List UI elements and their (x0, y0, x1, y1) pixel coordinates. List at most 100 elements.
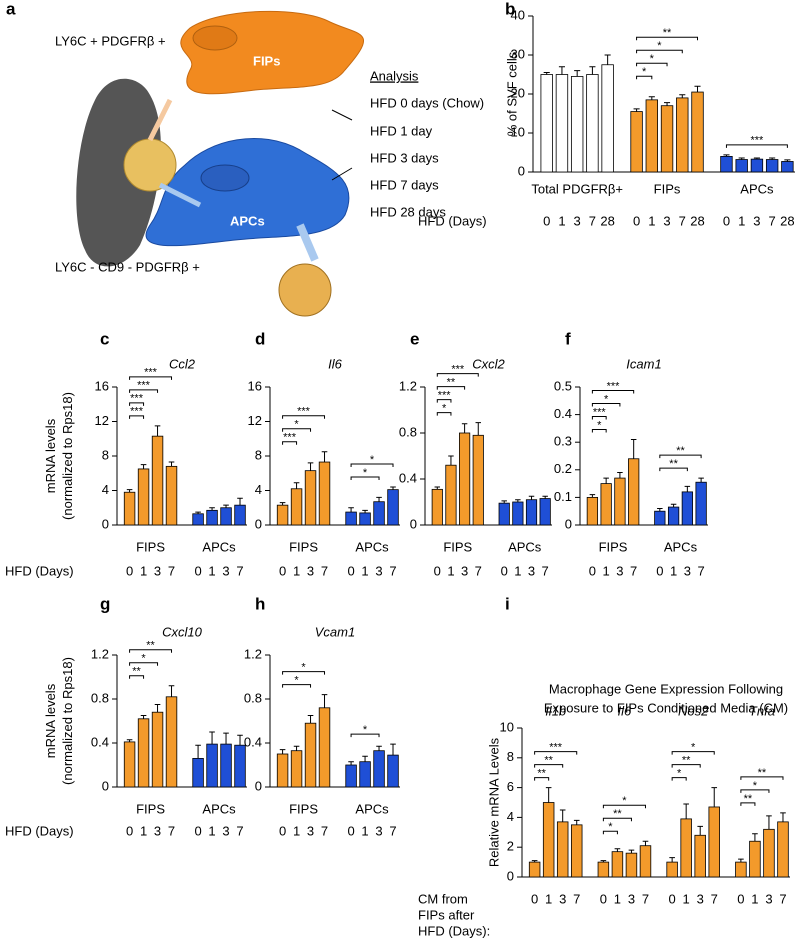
bar (695, 481, 707, 526)
bar (137, 718, 150, 788)
x-axis-label: FIPs after (418, 907, 475, 922)
bar (359, 761, 371, 788)
x-tick-label: 3 (528, 563, 535, 578)
bar (137, 468, 150, 526)
y-tick-label: 20 (511, 85, 525, 100)
significance-label: *** (283, 432, 297, 444)
error-bar (664, 102, 671, 106)
x-tick-label: 3 (765, 891, 772, 906)
diagram-label: LY6C + PDGFRβ + (55, 33, 166, 48)
bar (220, 507, 232, 526)
x-tick-label: 0 (737, 891, 744, 906)
x-tick-label: 7 (779, 891, 786, 906)
group-label: Total PDGFRβ+ (531, 181, 623, 196)
x-axis-label: HFD (Days): (418, 923, 490, 938)
significance-bracket (436, 386, 466, 390)
y-tick-label: 12 (95, 413, 109, 428)
bar (680, 818, 692, 878)
y-tick-label: 8 (507, 749, 514, 764)
error-bar (633, 108, 640, 112)
significance-bracket (534, 751, 578, 755)
significance-label: ** (663, 27, 672, 39)
significance-label: *** (297, 406, 311, 418)
chart-title: Ccl2 (169, 356, 196, 371)
error-bar (679, 94, 686, 98)
x-tick-label: 7 (321, 563, 328, 578)
y-tick-label: 0 (255, 778, 262, 793)
x-tick-label: 0 (589, 563, 596, 578)
error-bar (648, 96, 655, 100)
cell-label: APCs (230, 213, 265, 228)
error-bar (542, 495, 548, 499)
chart: g Cxcl10 mRNA levels (normalized to Rps18) H… (5, 594, 247, 838)
significance-label: * (608, 821, 613, 833)
error-bar (574, 70, 581, 77)
x-tick-label: 1 (293, 563, 300, 578)
x-tick-label: 0 (531, 891, 538, 906)
significance-bracket (282, 415, 326, 419)
y-tick-label: 0 (410, 516, 417, 531)
y-tick-label: 12 (248, 413, 262, 428)
x-tick-label: 7 (642, 891, 649, 906)
arrow (147, 98, 173, 142)
bar (220, 743, 232, 788)
error-bar (753, 157, 760, 160)
error-bar (209, 731, 215, 745)
bar (628, 458, 640, 526)
x-tick-label: 0 (434, 563, 441, 578)
bar (586, 74, 599, 173)
significance-bracket (350, 476, 380, 481)
x-tick-label: 3 (753, 213, 760, 228)
x-tick-label: 3 (663, 213, 670, 228)
group-label: FIPS (136, 539, 165, 554)
bar (192, 758, 204, 788)
error-bar (321, 451, 328, 463)
panel-letter: g (100, 594, 110, 613)
analysis-item: HFD 7 days (370, 177, 439, 192)
bar (359, 512, 371, 526)
significance-label: ** (682, 755, 691, 767)
mouse (76, 78, 161, 267)
bar (777, 821, 789, 878)
error-bar (223, 732, 229, 745)
error-bar (684, 485, 691, 492)
y-tick-label: 0 (565, 516, 572, 531)
panel-letter: b (505, 0, 515, 18)
arrow (158, 182, 202, 208)
bar (586, 496, 599, 526)
error-bar (126, 489, 133, 493)
significance-bracket (591, 402, 621, 407)
significance-bracket (671, 751, 715, 755)
significance-bracket (436, 412, 452, 416)
bar (206, 509, 218, 526)
x-tick-label: 0 (723, 213, 730, 228)
y-tick-label: 0.3 (554, 434, 572, 449)
y-tick-label: 1.2 (244, 646, 262, 661)
error-bar (195, 511, 201, 514)
bar (192, 513, 204, 526)
chart-title: Vcam1 (315, 624, 355, 639)
error-bar (600, 860, 607, 863)
y-tick-label: 0.8 (91, 690, 109, 705)
error-bar (698, 477, 704, 483)
panel-letter: c (100, 329, 109, 348)
x-tick-label: 7 (236, 563, 243, 578)
significance-label: *** (130, 406, 144, 418)
chart-title: Cxcl10 (162, 624, 203, 639)
analysis-item: HFD 3 days (370, 150, 439, 165)
bar (373, 750, 385, 788)
significance-bracket (129, 376, 173, 380)
x-tick-label: 7 (542, 563, 549, 578)
error-bar (390, 743, 396, 756)
significance-bracket (129, 415, 145, 419)
x-tick-label: 1 (683, 891, 690, 906)
bar (570, 76, 584, 173)
error-bar (784, 159, 791, 162)
significance-label: *** (144, 367, 158, 379)
arrow (331, 167, 353, 181)
x-tick-label: 3 (697, 891, 704, 906)
x-tick-label: 3 (307, 563, 314, 578)
y-tick-label: 1.2 (399, 378, 417, 393)
